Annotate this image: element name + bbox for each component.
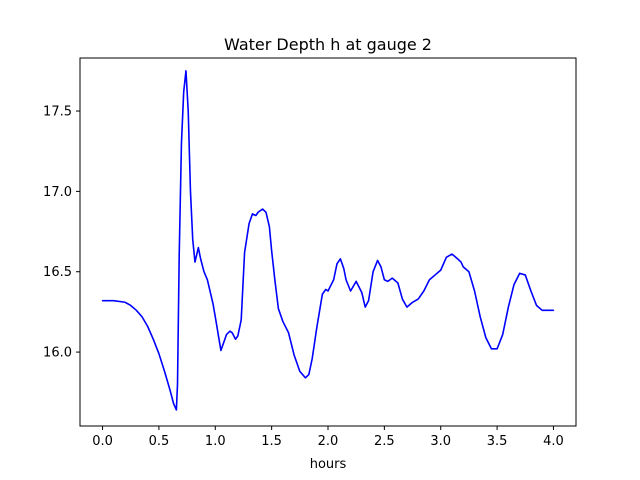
- y-tick-label-2: 17.0: [43, 185, 72, 200]
- chart-title: Water Depth h at gauge 2: [224, 35, 432, 54]
- x-tick-label-2: 1.0: [205, 434, 226, 449]
- y-tick-label-0: 16.0: [43, 346, 72, 361]
- x-tick-label-7: 3.5: [487, 434, 508, 449]
- plot-area: 0.0 0.5 1.0 1.5 2.0 2.5 3.0 3.5 4.0 16.0 16.5 17.0 1…: [43, 57, 577, 449]
- axes-frame: [79, 57, 577, 427]
- x-tick-label-6: 3.0: [430, 434, 451, 449]
- series-line-0: [101, 70, 555, 411]
- x-tick-label-5: 2.5: [374, 434, 395, 449]
- x-tick-label-8: 4.0: [543, 434, 564, 449]
- y-tick-label-1: 16.5: [43, 265, 72, 280]
- x-tick-label-3: 1.5: [261, 434, 282, 449]
- x-tick-label-4: 2.0: [318, 434, 339, 449]
- y-tick-label-3: 17.5: [43, 105, 72, 120]
- x-tick-label-0: 0.0: [92, 434, 113, 449]
- x-axis-label: hours: [310, 457, 347, 472]
- x-tick-label-1: 0.5: [149, 434, 170, 449]
